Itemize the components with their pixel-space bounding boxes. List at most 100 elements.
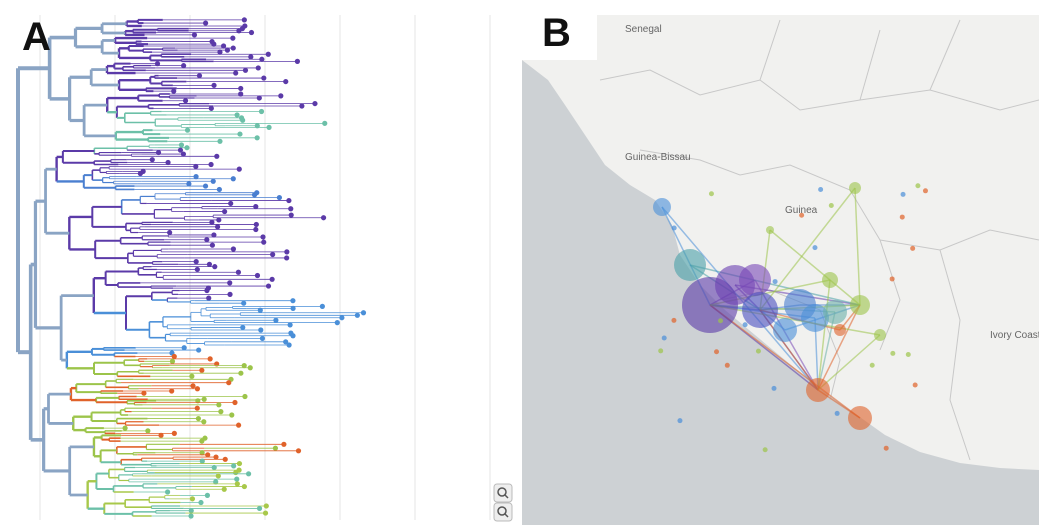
tip: [236, 460, 243, 467]
tip: [227, 291, 233, 297]
tip: [259, 335, 266, 342]
tip: [189, 373, 195, 379]
border: [599, 69, 1039, 111]
tip: [171, 353, 177, 360]
tip: [181, 63, 187, 69]
tip: [164, 489, 171, 495]
zoom-out-button[interactable]: [493, 502, 513, 522]
tip: [182, 98, 189, 104]
tip: [247, 365, 253, 371]
location-node: [912, 382, 918, 388]
tip: [295, 448, 302, 454]
transmission-line: [689, 264, 861, 306]
location-node: [806, 378, 830, 402]
location-node: [801, 304, 829, 332]
tip: [237, 131, 243, 137]
tip: [149, 157, 155, 163]
location-node: [812, 245, 818, 251]
tip: [234, 476, 240, 482]
tip: [290, 333, 296, 339]
transmission-line: [769, 229, 861, 306]
tip: [226, 380, 232, 386]
tip: [218, 409, 224, 415]
tip: [234, 481, 240, 487]
transmission-line: [817, 279, 831, 391]
tip: [265, 283, 272, 289]
tip: [263, 503, 269, 509]
tip: [287, 322, 293, 328]
location-node: [823, 300, 847, 324]
tip: [288, 212, 294, 218]
tip: [158, 432, 164, 438]
tip: [181, 345, 187, 351]
tip: [209, 242, 216, 248]
tip: [259, 56, 265, 62]
transmission-line: [817, 311, 836, 391]
tip: [360, 310, 367, 316]
tip: [228, 200, 234, 207]
tip: [236, 166, 242, 172]
tip: [256, 95, 262, 101]
tip: [261, 239, 267, 245]
location-node: [899, 214, 905, 220]
tip: [193, 259, 199, 265]
tip: [178, 142, 185, 148]
tip: [213, 454, 219, 460]
tip: [199, 458, 205, 464]
tip: [224, 47, 231, 53]
tip: [137, 170, 143, 177]
tip: [204, 492, 211, 498]
location-node: [890, 350, 896, 356]
tip: [245, 471, 252, 477]
tip: [212, 264, 218, 270]
tip: [354, 312, 360, 318]
tip: [184, 145, 190, 151]
location-node: [883, 445, 889, 451]
location-node: [671, 317, 677, 323]
tip: [169, 388, 175, 394]
transmission-network: [653, 182, 928, 453]
border: [879, 229, 1039, 251]
tip: [208, 161, 214, 168]
tip: [171, 430, 177, 436]
tip: [260, 234, 266, 240]
zoom-in-button[interactable]: [493, 483, 513, 503]
tip: [233, 469, 239, 476]
tip: [284, 249, 290, 255]
map: Senegal Guinea-Bissau Guinea Ivory Coast: [522, 15, 1039, 525]
tip: [262, 510, 269, 516]
tip: [215, 473, 221, 479]
tip: [204, 287, 210, 294]
tip: [261, 75, 267, 81]
location-node: [850, 295, 870, 315]
tip: [283, 78, 289, 85]
location-node: [900, 191, 906, 197]
tip: [299, 103, 305, 109]
tip: [290, 305, 296, 312]
location-node: [671, 225, 677, 231]
tip: [241, 362, 247, 369]
transmission-line: [709, 304, 861, 419]
tip: [272, 445, 279, 451]
tip: [190, 383, 196, 389]
tip: [217, 138, 223, 144]
tip: [241, 17, 247, 23]
tip: [242, 67, 249, 73]
tip: [273, 317, 279, 323]
tip: [288, 206, 294, 212]
tip: [194, 266, 200, 273]
location-node: [874, 329, 886, 341]
tip: [220, 43, 227, 49]
tip: [231, 463, 237, 469]
tip: [256, 505, 263, 512]
tip: [210, 178, 216, 184]
panel-label: A: [22, 15, 51, 59]
tip: [322, 120, 328, 126]
tip: [154, 61, 161, 67]
tip: [194, 405, 200, 411]
tip: [254, 135, 260, 141]
tip: [278, 93, 284, 99]
tip: [230, 35, 236, 41]
tip: [221, 486, 227, 492]
